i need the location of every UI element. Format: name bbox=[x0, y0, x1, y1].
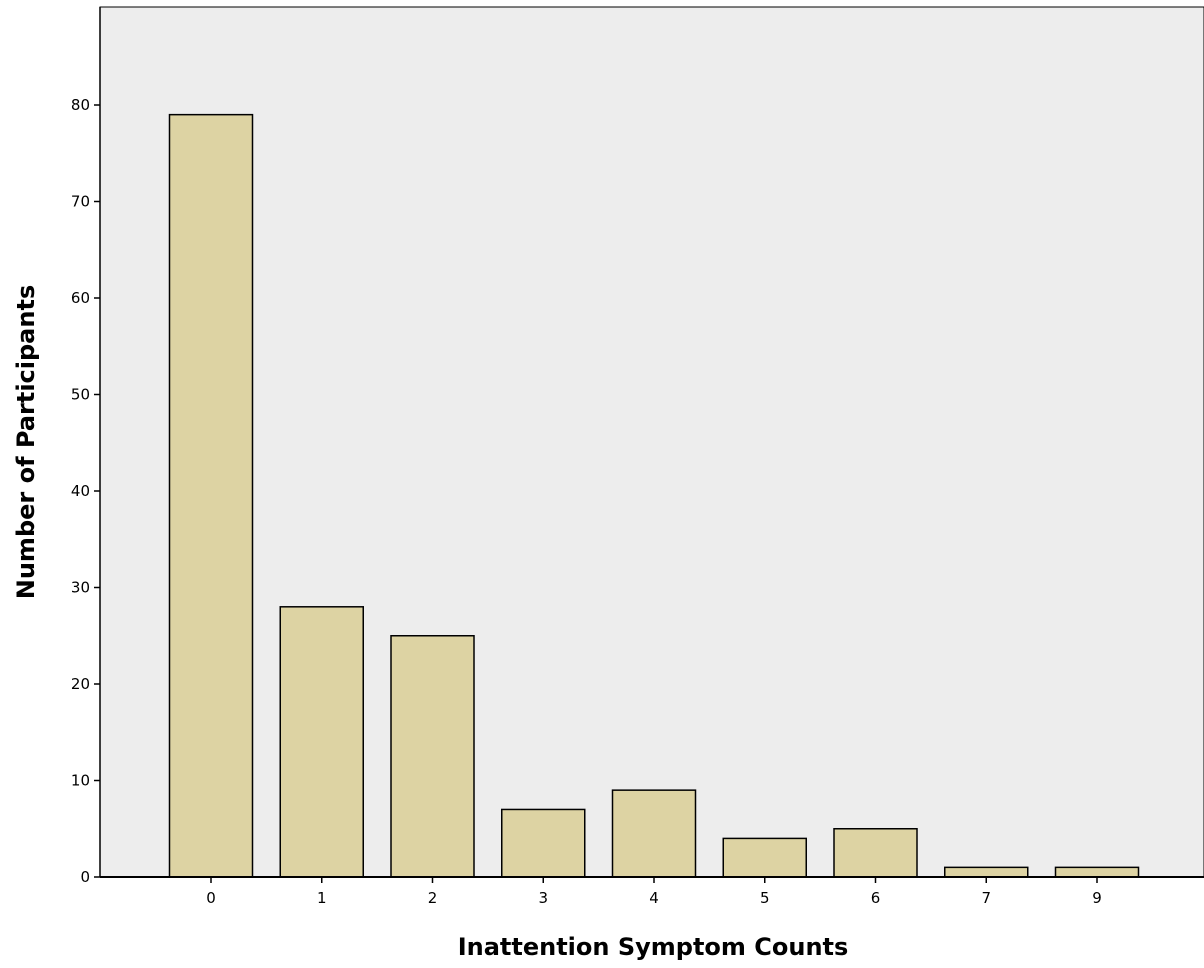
bars bbox=[168, 113, 1140, 878]
plot-area bbox=[99, 6, 1204, 878]
bar bbox=[833, 828, 918, 878]
y-tick-label: 30 bbox=[71, 579, 90, 597]
bar bbox=[279, 606, 364, 878]
x-tick-label: 0 bbox=[206, 889, 216, 907]
y-tick-label: 60 bbox=[71, 289, 90, 307]
y-tick-label: 80 bbox=[71, 96, 90, 114]
x-tick-label: 7 bbox=[981, 889, 991, 907]
x-tick-label: 3 bbox=[538, 889, 548, 907]
y-tick-label: 10 bbox=[71, 772, 90, 790]
x-tick-label: 5 bbox=[760, 889, 770, 907]
bar bbox=[168, 113, 254, 878]
bar bbox=[944, 866, 1029, 878]
y-tick-label: 50 bbox=[71, 386, 90, 404]
y-tick-label: 20 bbox=[71, 675, 90, 693]
x-tick-label: 1 bbox=[317, 889, 327, 907]
bar bbox=[722, 837, 807, 878]
x-tick-label: 9 bbox=[1092, 889, 1102, 907]
bar bbox=[390, 635, 475, 878]
x-axis-title: Inattention Symptom Counts bbox=[458, 933, 849, 961]
x-tick-label: 2 bbox=[428, 889, 438, 907]
x-axis: 0 1 2 3 4 5 6 7 9 bbox=[99, 7, 1204, 907]
x-tick-label: 6 bbox=[871, 889, 881, 907]
y-tick-label: 70 bbox=[71, 193, 90, 211]
bar bbox=[1054, 866, 1140, 878]
bar bbox=[501, 808, 586, 878]
y-axis: 0 10 20 30 40 50 60 70 80 bbox=[71, 96, 100, 886]
y-tick-label: 40 bbox=[71, 482, 90, 500]
y-tick-label: 0 bbox=[80, 868, 90, 886]
x-tick-label: 4 bbox=[649, 889, 659, 907]
bar bbox=[611, 789, 697, 878]
y-axis-title: Number of Participants bbox=[12, 285, 40, 599]
